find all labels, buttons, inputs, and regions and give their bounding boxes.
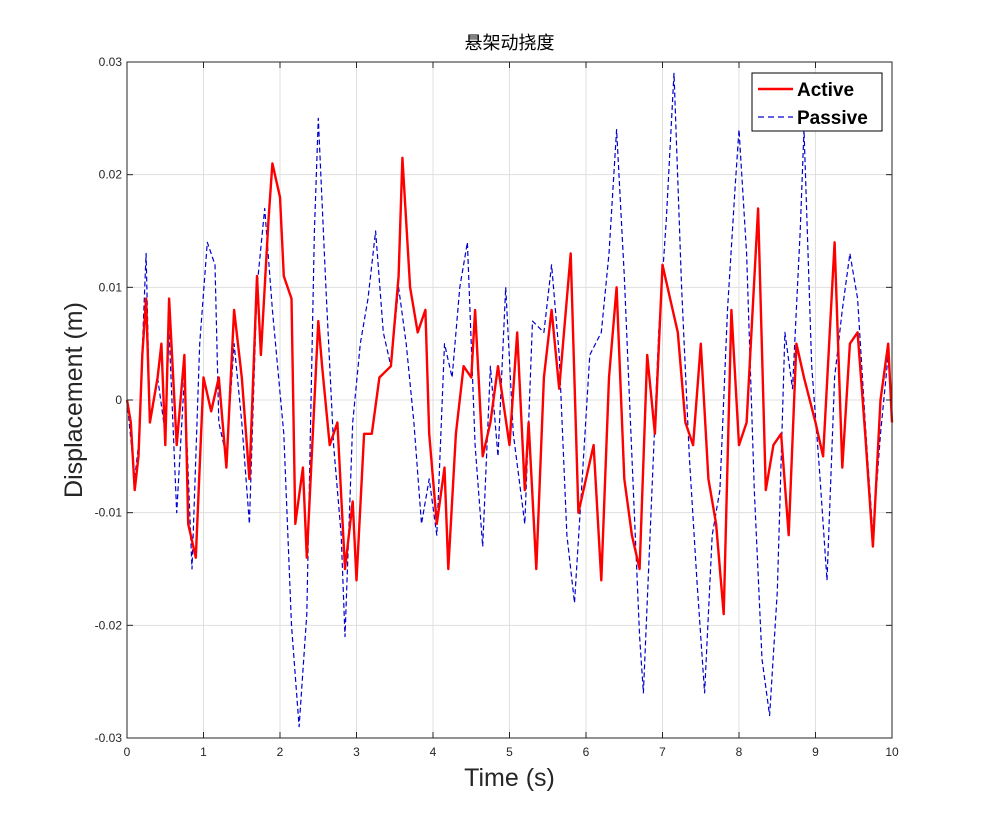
tick-layer: 0 1 2 3 4 5 6 7 8 9 10 -0.03 -0.02 -0.01 0 0.01 0.02 0.03 [95, 55, 899, 759]
y-tick-label: -0.01 [95, 506, 123, 520]
y-tick-label: -0.02 [95, 618, 123, 632]
y-tick-label: -0.03 [95, 731, 123, 745]
y-tick-label: 0 [115, 393, 122, 407]
x-tick-label: 8 [736, 745, 743, 759]
legend-label-passive: Passive [797, 108, 868, 129]
x-tick-label: 3 [353, 745, 360, 759]
chart-title: 悬架动挠度 [465, 33, 555, 54]
x-tick-label: 5 [506, 745, 513, 759]
y-axis-label: Displacement (m) [60, 302, 88, 498]
y-tick-label: 0.01 [99, 280, 123, 294]
x-tick-label: 6 [583, 745, 590, 759]
y-tick-label: 0.02 [99, 168, 123, 182]
x-tick-label: 0 [124, 745, 131, 759]
x-tick-label: 10 [885, 745, 899, 759]
legend-label-active: Active [797, 80, 854, 101]
series-line-passive [126, 72, 893, 728]
x-axis-label: Time (s) [464, 764, 555, 792]
x-tick-label: 1 [200, 745, 207, 759]
x-tick-label: 7 [659, 745, 666, 759]
x-tick-label: 9 [812, 745, 819, 759]
x-tick-label: 2 [277, 745, 284, 759]
legend-box [751, 72, 883, 132]
series-layer [125, 72, 894, 728]
x-tick-label: 4 [430, 745, 437, 759]
legend[interactable]: Active Passive [751, 72, 883, 132]
y-tick-label: 0.03 [99, 55, 123, 69]
series-line-active [125, 156, 894, 616]
